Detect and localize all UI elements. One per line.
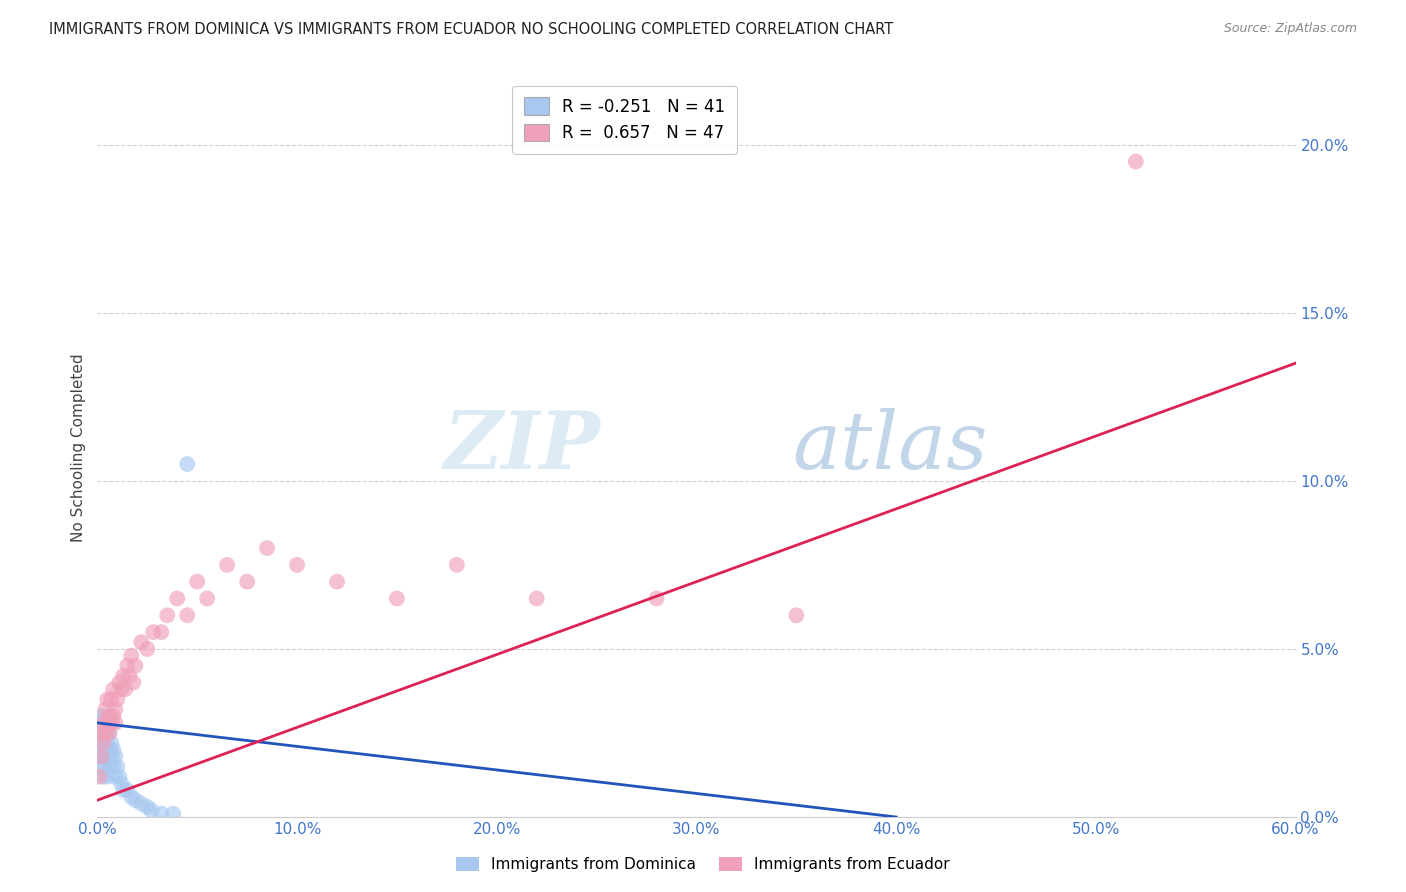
Point [93,749,115,764]
Point [96,715,118,730]
Point [103,743,125,757]
Point [104,715,127,730]
Point [98,743,121,757]
Point [89,736,111,750]
Point [124,793,146,807]
Point [98,709,121,723]
Point [176,608,198,623]
Point [100,715,122,730]
Point [136,641,159,656]
Point [256,541,278,555]
Point [100,692,122,706]
Point [112,669,135,683]
Point [129,797,152,811]
Point [326,574,349,589]
Point [108,675,131,690]
Point [90,726,112,740]
Legend: Immigrants from Dominica, Immigrants from Ecuador: Immigrants from Dominica, Immigrants fro… [449,849,957,880]
Point [98,726,121,740]
Point [217,558,239,572]
Point [124,658,146,673]
Point [285,558,308,572]
Point [150,625,173,640]
Point [195,591,218,606]
Point [166,591,188,606]
Point [103,709,125,723]
Point [110,682,132,697]
Point [96,749,118,764]
Point [103,682,125,697]
Point [104,702,127,716]
Point [112,783,135,797]
Text: IMMIGRANTS FROM DOMINICA VS IMMIGRANTS FROM ECUADOR NO SCHOOLING COMPLETED CORRE: IMMIGRANTS FROM DOMINICA VS IMMIGRANTS F… [49,22,893,37]
Point [103,759,125,773]
Point [120,789,142,804]
Point [94,726,117,740]
Point [94,702,117,716]
Point [385,591,408,606]
Point [141,803,163,817]
Point [93,715,115,730]
Text: Source: ZipAtlas.com: Source: ZipAtlas.com [1223,22,1357,36]
Point [526,591,548,606]
Point [114,682,136,697]
Point [94,726,117,740]
Point [1125,154,1147,169]
Point [90,759,112,773]
Point [176,457,198,471]
Text: ZIP: ZIP [444,409,600,486]
Point [142,625,165,640]
Point [120,648,142,663]
Point [93,715,115,730]
Y-axis label: No Schooling Completed: No Schooling Completed [72,353,86,541]
Point [117,783,139,797]
Point [94,743,117,757]
Point [104,770,127,784]
Point [136,800,159,814]
Point [90,726,112,740]
Point [96,715,118,730]
Point [162,806,184,821]
Point [98,726,121,740]
Point [89,749,111,764]
Point [110,776,132,790]
Point [118,669,141,683]
Point [98,759,121,773]
Point [105,692,128,706]
Point [104,749,127,764]
Point [150,806,173,821]
Point [89,726,111,740]
Point [446,558,468,572]
Text: atlas: atlas [793,409,987,486]
Point [785,608,807,623]
Point [186,574,208,589]
Point [94,709,117,723]
Point [93,736,115,750]
Point [90,709,112,723]
Point [129,635,152,649]
Point [645,591,668,606]
Point [96,736,118,750]
Point [100,736,122,750]
Point [156,608,179,623]
Point [94,759,117,773]
Point [122,675,145,690]
Legend: R = -0.251   N = 41, R =  0.657   N = 47: R = -0.251 N = 41, R = 0.657 N = 47 [512,86,737,153]
Point [93,736,115,750]
Point [236,574,259,589]
Point [93,770,115,784]
Point [108,770,131,784]
Point [96,692,118,706]
Point [100,749,122,764]
Point [117,658,139,673]
Point [96,770,118,784]
Point [89,770,111,784]
Point [105,759,128,773]
Point [90,749,112,764]
Point [90,743,112,757]
